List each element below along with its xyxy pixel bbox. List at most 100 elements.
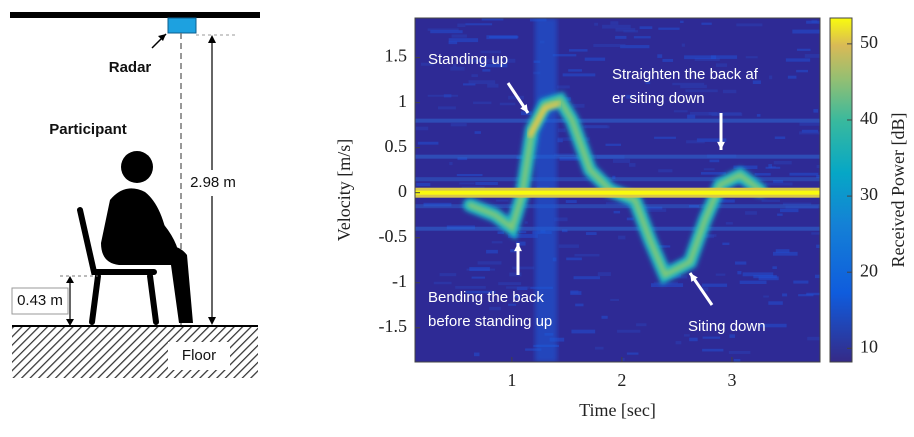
noise bbox=[509, 272, 522, 277]
noise bbox=[725, 222, 733, 225]
noise bbox=[499, 102, 516, 106]
noise bbox=[520, 111, 532, 116]
noise bbox=[585, 232, 597, 235]
noise bbox=[565, 200, 577, 204]
noise bbox=[508, 303, 517, 306]
noise bbox=[593, 43, 626, 48]
noise bbox=[605, 143, 622, 146]
noise bbox=[496, 199, 509, 202]
noise bbox=[702, 336, 721, 339]
noise bbox=[554, 217, 568, 222]
noise bbox=[756, 114, 761, 117]
colorbar-tick-label: 40 bbox=[860, 108, 878, 128]
annotation-line: Straighten the back af bbox=[612, 66, 759, 83]
spectrogram bbox=[415, 18, 820, 362]
noise bbox=[612, 175, 616, 179]
noise bbox=[660, 245, 667, 248]
noise bbox=[708, 112, 742, 116]
noise bbox=[453, 64, 457, 68]
noise bbox=[584, 57, 606, 61]
noise bbox=[574, 253, 600, 257]
noise bbox=[658, 27, 680, 30]
noise bbox=[437, 106, 456, 110]
arrowhead bbox=[690, 273, 698, 282]
noise bbox=[787, 75, 797, 79]
colorbar-label: Received Power [dB] bbox=[888, 113, 908, 268]
noise bbox=[636, 323, 647, 327]
noise bbox=[763, 295, 769, 298]
noise bbox=[568, 69, 582, 72]
noise bbox=[816, 164, 820, 169]
noise bbox=[768, 164, 773, 168]
noise bbox=[654, 136, 676, 139]
noise bbox=[715, 199, 735, 203]
noise bbox=[473, 101, 492, 105]
axes: 1.5 1 0.5 0 -0.5 -1 -1.5 1 2 3 Time [sec] Velocity … bbox=[334, 32, 908, 420]
noise bbox=[753, 275, 777, 279]
noise bbox=[562, 73, 596, 77]
noise bbox=[745, 211, 757, 215]
noise bbox=[594, 346, 604, 350]
noise bbox=[799, 122, 820, 126]
noise bbox=[469, 59, 498, 63]
noise bbox=[696, 138, 727, 142]
floor-label: Floor bbox=[182, 347, 216, 364]
noise bbox=[471, 74, 478, 78]
noise bbox=[645, 81, 651, 85]
band bbox=[415, 118, 820, 123]
y-axis-label: Velocity [m/s] bbox=[334, 139, 354, 241]
noise bbox=[558, 244, 579, 248]
arrowhead bbox=[158, 34, 166, 41]
noise bbox=[680, 20, 684, 24]
noise bbox=[722, 242, 730, 246]
noise bbox=[479, 63, 508, 68]
y-tick-label: 0.5 bbox=[385, 136, 408, 156]
noise bbox=[633, 36, 651, 39]
noise bbox=[658, 169, 673, 173]
noise bbox=[807, 336, 820, 341]
noise bbox=[673, 110, 688, 113]
noise bbox=[789, 172, 819, 176]
colorbar bbox=[829, 17, 853, 363]
noise bbox=[601, 315, 608, 319]
noise bbox=[524, 221, 528, 224]
noise bbox=[688, 204, 699, 208]
seat-label: 0.43 m bbox=[17, 292, 63, 309]
noise bbox=[764, 182, 793, 186]
noise bbox=[465, 23, 493, 26]
noise bbox=[785, 58, 811, 62]
noise bbox=[684, 55, 717, 60]
noise bbox=[456, 173, 483, 177]
noise bbox=[594, 22, 599, 26]
noise bbox=[733, 165, 758, 170]
diagram: Radar 2.98 m Participant 0.43 m Floor bbox=[10, 12, 260, 378]
noise bbox=[792, 29, 820, 34]
y-tick-label: 0 bbox=[398, 181, 407, 201]
noise bbox=[694, 58, 720, 62]
noise bbox=[662, 58, 674, 62]
noise bbox=[703, 168, 715, 171]
noise bbox=[761, 199, 781, 202]
noise bbox=[448, 38, 479, 43]
trace bbox=[467, 96, 763, 280]
noise bbox=[754, 173, 771, 176]
noise bbox=[799, 131, 820, 135]
noise bbox=[814, 274, 820, 279]
noise bbox=[427, 28, 459, 31]
noise bbox=[685, 89, 718, 93]
noise bbox=[573, 276, 600, 280]
label-box bbox=[168, 342, 230, 370]
noise bbox=[710, 55, 738, 59]
radar-device bbox=[167, 17, 197, 34]
x-tick-label: 3 bbox=[727, 370, 736, 390]
y-tick-label: 1 bbox=[398, 91, 407, 111]
noise bbox=[798, 294, 814, 297]
noise bbox=[489, 306, 501, 311]
noise bbox=[510, 249, 518, 253]
noise bbox=[639, 26, 653, 30]
noise bbox=[733, 359, 741, 362]
noise bbox=[745, 56, 758, 59]
noise bbox=[513, 295, 521, 298]
noise bbox=[736, 23, 763, 27]
x-tick-label: 2 bbox=[617, 370, 626, 390]
